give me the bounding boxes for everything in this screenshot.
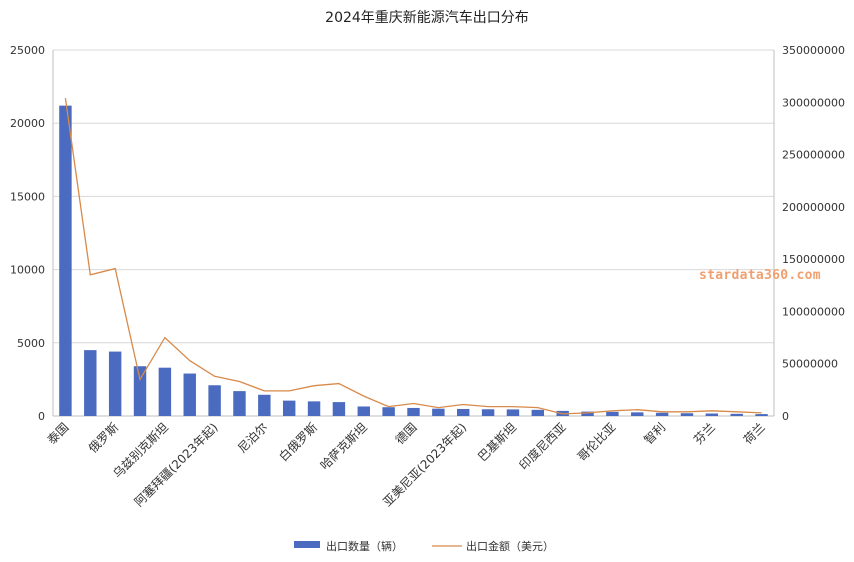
y-tick-label: 25000 (10, 44, 45, 57)
x-tick-label: 哥伦比亚 (574, 420, 619, 465)
y2-tick-label: 100000000 (782, 305, 845, 318)
y2-tick-label: 250000000 (782, 149, 845, 162)
bar (382, 407, 395, 416)
bar (606, 411, 619, 416)
y-tick-label: 0 (38, 410, 45, 423)
bar (581, 411, 594, 416)
x-tick-label: 尼泊尔 (234, 420, 270, 456)
bar (631, 412, 644, 416)
y2-tick-label: 350000000 (782, 44, 845, 57)
bar (457, 408, 470, 416)
y2-tick-label: 50000000 (782, 358, 838, 371)
bar (258, 394, 271, 416)
bar (307, 401, 321, 416)
x-tick-label: 泰国 (45, 420, 72, 447)
bar (183, 373, 196, 416)
bar (730, 413, 743, 416)
legend-label: 出口金额（美元） (466, 539, 554, 553)
bar (332, 402, 346, 416)
watermark: stardata360.com (699, 268, 821, 283)
bar (481, 409, 495, 416)
x-tick-label: 俄罗斯 (86, 420, 121, 455)
y2-tick-label: 200000000 (782, 201, 845, 214)
x-tick-label: 巴基斯坦 (475, 420, 519, 464)
bar (357, 406, 370, 416)
bar (84, 350, 97, 416)
x-tick-label: 哈萨克斯坦 (318, 420, 370, 472)
x-tick-label: 白俄罗斯 (276, 420, 321, 465)
x-tick-label: 荷兰 (741, 420, 768, 447)
bar (680, 413, 694, 416)
y2-tick-label: 150000000 (782, 253, 845, 266)
legend-swatch-bar (294, 541, 320, 548)
x-tick-label: 芬兰 (691, 420, 718, 447)
x-tick-label: 智利 (641, 420, 669, 448)
series-line (64, 98, 762, 415)
y2-tick-label: 0 (782, 410, 789, 423)
y-tick-label: 20000 (10, 117, 45, 130)
bar (133, 366, 147, 416)
bar (108, 351, 122, 416)
bar (655, 412, 669, 416)
x-tick-label: 阿塞拜疆(2023年起) (131, 420, 221, 510)
bar (407, 407, 420, 416)
bar (705, 413, 719, 416)
y2-tick-label: 300000000 (782, 96, 845, 109)
bar (506, 409, 520, 416)
bar (208, 385, 221, 416)
y-tick-label: 10000 (10, 264, 45, 277)
bar (59, 105, 72, 416)
x-tick-label: 德国 (392, 420, 420, 448)
x-tick-label: 印度尼西亚 (516, 420, 569, 473)
bar (432, 408, 445, 416)
bar (755, 414, 768, 416)
y-tick-label: 5000 (17, 337, 45, 350)
bar (233, 391, 246, 416)
bar (282, 400, 296, 416)
x-tick-label: 亚美尼亚(2023年起) (380, 420, 469, 509)
chart-title: 2024年重庆新能源汽车出口分布 (325, 9, 529, 26)
bar (531, 409, 545, 416)
bar (158, 367, 172, 416)
legend-label: 出口数量（辆） (326, 539, 403, 553)
y-tick-label: 15000 (10, 190, 45, 203)
